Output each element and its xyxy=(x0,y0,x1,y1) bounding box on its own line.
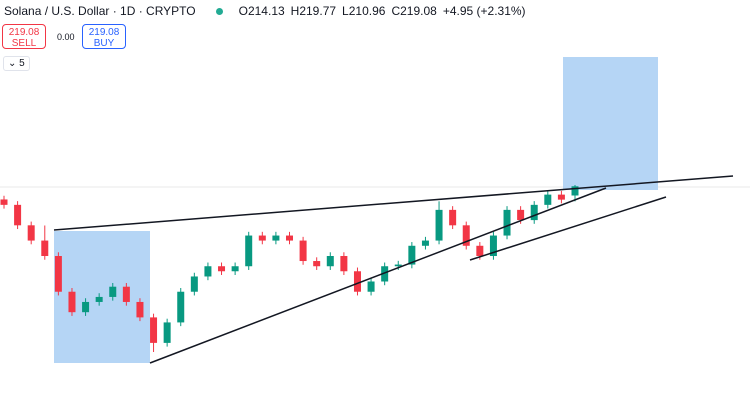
candle-body xyxy=(163,322,171,343)
candle-body xyxy=(218,266,226,272)
candle-body xyxy=(530,204,538,221)
target-box xyxy=(563,57,658,190)
trendline xyxy=(149,187,607,364)
candle-body xyxy=(299,240,307,262)
ohlc: O214.13 xyxy=(238,4,285,18)
candle-body xyxy=(82,301,90,313)
candle-body xyxy=(0,199,8,205)
price: 219.08 xyxy=(8,27,40,38)
candle-body xyxy=(286,235,293,241)
candle-body xyxy=(313,261,321,267)
candle-body xyxy=(353,271,361,292)
candle-body xyxy=(231,266,239,272)
candle-body xyxy=(517,209,525,221)
candle-body xyxy=(503,209,511,236)
candle-body xyxy=(381,266,389,282)
label: SELL xyxy=(11,38,37,49)
candle-body xyxy=(367,281,375,292)
change: +4.95 (+2.31%) xyxy=(442,4,526,18)
candle-body xyxy=(408,245,416,265)
candle-body xyxy=(190,276,198,292)
candle-body xyxy=(14,204,22,226)
candle-body xyxy=(340,256,348,272)
candle-body xyxy=(68,291,76,313)
header: Solana / U.S. Dollar · 1D · CRYPTO O214.… xyxy=(4,4,526,18)
candle-body xyxy=(136,301,144,318)
candle-body xyxy=(41,240,49,257)
candle-body xyxy=(150,317,158,343)
trendline xyxy=(469,196,667,261)
candle-body xyxy=(95,296,103,302)
candle-body xyxy=(177,291,185,323)
candle-body xyxy=(557,194,565,200)
ohlc: H219.77 xyxy=(290,4,337,18)
ohlc: C219.08 xyxy=(391,4,437,18)
trendline xyxy=(53,175,734,231)
candle-body xyxy=(571,186,579,196)
candle-body xyxy=(122,286,130,302)
candle-body xyxy=(204,266,212,277)
status-dot xyxy=(215,7,223,15)
price: 219.08 xyxy=(88,27,120,38)
candle-body xyxy=(489,235,497,257)
candle-body xyxy=(27,225,35,241)
sell-button[interactable]: 219.08 SELL xyxy=(2,24,46,49)
candle-body xyxy=(435,209,443,241)
candle-body xyxy=(54,256,62,292)
symbol: Solana / U.S. Dollar · 1D · CRYPTO xyxy=(4,4,196,18)
candle-body xyxy=(272,235,280,241)
buy-button[interactable]: 219.08 BUY xyxy=(82,24,126,49)
ohlc: L210.96 xyxy=(342,4,386,18)
candle-body xyxy=(421,240,429,246)
candle-body xyxy=(258,235,266,241)
candle-body xyxy=(476,245,484,257)
count: 5 xyxy=(19,58,25,69)
candle-body xyxy=(462,225,470,246)
candle-body xyxy=(245,235,253,267)
label: BUY xyxy=(93,38,115,49)
indicators-toggle[interactable]: ⌄ 5 xyxy=(3,56,30,71)
candle-body xyxy=(394,264,402,267)
candle-body xyxy=(326,256,334,267)
candle-body xyxy=(449,209,457,226)
candle-body xyxy=(544,194,552,205)
candle-body xyxy=(109,286,117,297)
spread: 0.00 xyxy=(57,32,75,42)
